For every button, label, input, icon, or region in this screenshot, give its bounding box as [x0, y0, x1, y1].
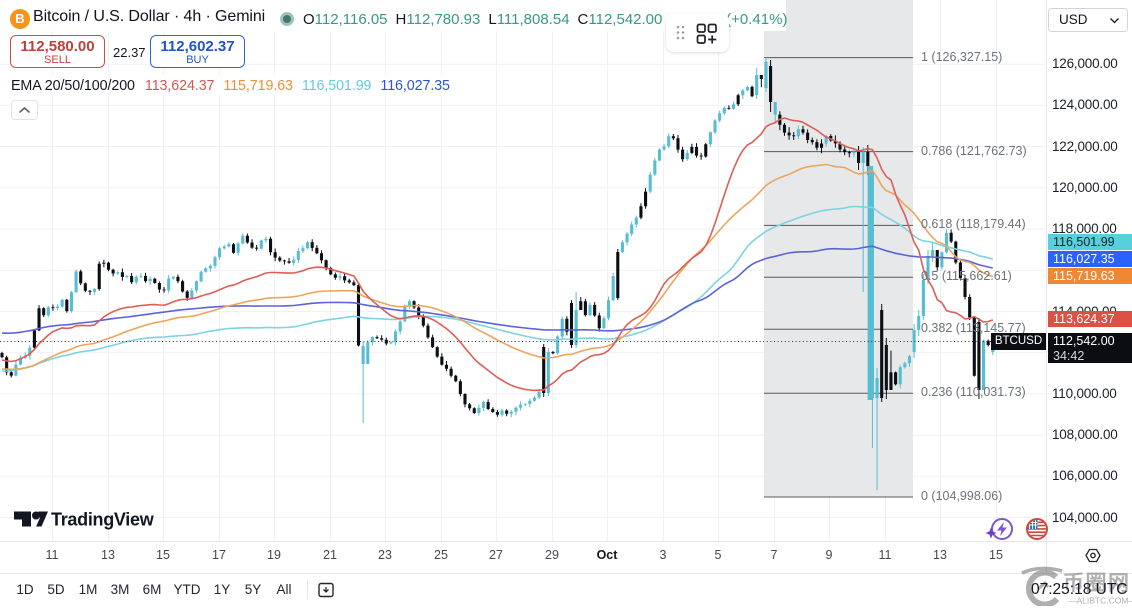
svg-text:TradingView: TradingView — [51, 510, 155, 530]
svg-text:—ALIBTC.COM—: —ALIBTC.COM— — [1068, 596, 1132, 606]
svg-text:币圈网: 币圈网 — [1063, 572, 1131, 595]
